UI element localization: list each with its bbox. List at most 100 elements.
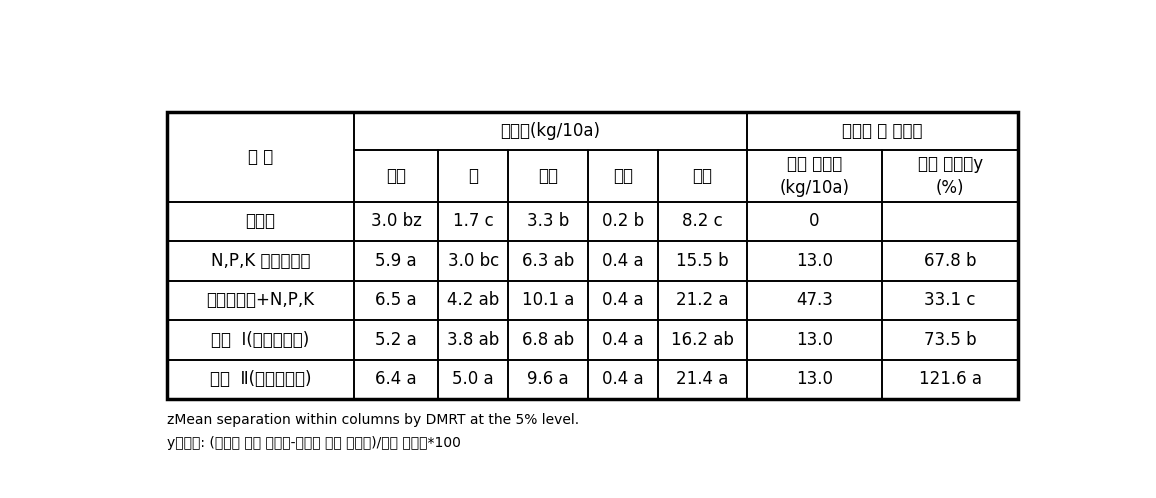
Bar — [354, 281, 438, 320]
Bar — [658, 360, 747, 399]
Text: 3.8 ab: 3.8 ab — [447, 331, 499, 349]
Text: 가축분퇴비+N,P,K: 가축분퇴비+N,P,K — [207, 291, 314, 309]
Text: 액비  Ⅱ(유기성액비): 액비 Ⅱ(유기성액비) — [209, 371, 311, 388]
Bar — [438, 202, 509, 241]
Text: 처 리: 처 리 — [247, 147, 273, 165]
Text: 액비  Ⅰ(무기성액비): 액비 Ⅰ(무기성액비) — [212, 331, 310, 349]
Bar — [354, 360, 438, 399]
Text: 3.0 bc: 3.0 bc — [447, 252, 499, 270]
Text: 잎: 잎 — [468, 167, 479, 185]
Text: zMean separation within columns by DMRT at the 5% level.: zMean separation within columns by DMRT … — [166, 413, 579, 427]
Bar — [747, 281, 882, 320]
Bar — [882, 281, 1018, 320]
Bar — [166, 360, 354, 399]
Text: 무비구: 무비구 — [245, 212, 275, 231]
Text: N,P,K 표준시비구: N,P,K 표준시비구 — [210, 252, 310, 270]
Text: 15.5 b: 15.5 b — [676, 252, 728, 270]
Text: 13.0: 13.0 — [796, 371, 833, 388]
Text: 5.9 a: 5.9 a — [376, 252, 417, 270]
Text: 33.1 c: 33.1 c — [925, 291, 976, 309]
Text: 5.0 a: 5.0 a — [452, 371, 494, 388]
Bar — [166, 241, 354, 281]
Bar — [882, 150, 1018, 202]
Bar — [882, 241, 1018, 281]
Bar — [882, 360, 1018, 399]
Bar — [438, 150, 509, 202]
Bar — [354, 241, 438, 281]
Bar — [509, 202, 587, 241]
Text: 0.4 a: 0.4 a — [602, 291, 644, 309]
Bar — [658, 320, 747, 360]
Text: 0: 0 — [809, 212, 820, 231]
Text: 6.5 a: 6.5 a — [376, 291, 417, 309]
Text: 0.4 a: 0.4 a — [602, 371, 644, 388]
Bar — [438, 360, 509, 399]
Bar — [587, 150, 658, 202]
Bar — [509, 150, 587, 202]
Bar — [747, 241, 882, 281]
Bar — [587, 320, 658, 360]
Bar — [354, 150, 438, 202]
Bar — [587, 281, 658, 320]
Text: 13.0: 13.0 — [796, 252, 833, 270]
Bar — [658, 150, 747, 202]
Text: 줄기: 줄기 — [538, 167, 558, 185]
Text: 3.0 bz: 3.0 bz — [371, 212, 422, 231]
Text: 칼륨 이용률y
(%): 칼륨 이용률y (%) — [918, 155, 983, 197]
Bar — [882, 202, 1018, 241]
Bar — [354, 320, 438, 360]
Bar — [354, 202, 438, 241]
Bar — [354, 112, 747, 150]
Text: 1.7 c: 1.7 c — [453, 212, 494, 231]
Bar — [747, 202, 882, 241]
Text: 5.2 a: 5.2 a — [376, 331, 417, 349]
Bar — [882, 320, 1018, 360]
Text: 0.2 b: 0.2 b — [602, 212, 644, 231]
Bar — [658, 241, 747, 281]
Bar — [747, 320, 882, 360]
Bar — [438, 241, 509, 281]
Bar — [509, 360, 587, 399]
Text: 21.4 a: 21.4 a — [676, 371, 728, 388]
Bar — [747, 112, 1018, 150]
Bar — [166, 320, 354, 360]
Text: 16.2 ab: 16.2 ab — [670, 331, 734, 349]
Text: 0.4 a: 0.4 a — [602, 252, 644, 270]
Bar — [747, 360, 882, 399]
Bar — [166, 281, 354, 320]
Text: 10.1 a: 10.1 a — [521, 291, 575, 309]
Text: 73.5 b: 73.5 b — [924, 331, 977, 349]
Text: 47.3: 47.3 — [796, 291, 833, 309]
Text: 6.4 a: 6.4 a — [376, 371, 417, 388]
Text: 8.2 c: 8.2 c — [682, 212, 722, 231]
Text: y이용률: (시비구 칼륨 흥수량-무비구 칼륨 흥수량)/칼륨 공급량*100: y이용률: (시비구 칼륨 흥수량-무비구 칼륨 흥수량)/칼륨 공급량*100 — [166, 436, 461, 450]
Bar — [587, 202, 658, 241]
Text: 6.3 ab: 6.3 ab — [521, 252, 575, 270]
Text: 9.6 a: 9.6 a — [527, 371, 569, 388]
Bar — [509, 241, 587, 281]
Bar — [509, 281, 587, 320]
Text: 3.3 b: 3.3 b — [527, 212, 569, 231]
Bar — [658, 202, 747, 241]
Text: 4.2 ab: 4.2 ab — [447, 291, 499, 309]
Bar — [658, 281, 747, 320]
Bar — [747, 150, 882, 202]
Text: 6.8 ab: 6.8 ab — [523, 331, 575, 349]
Text: 칼리 공급량
(kg/10a): 칼리 공급량 (kg/10a) — [779, 155, 850, 197]
Text: 열매: 열매 — [386, 167, 406, 185]
Bar — [166, 202, 354, 241]
Bar — [587, 241, 658, 281]
Bar — [587, 360, 658, 399]
Bar — [509, 320, 587, 360]
Bar — [166, 112, 1018, 399]
Bar — [438, 320, 509, 360]
Text: 합계: 합계 — [692, 167, 712, 185]
Bar — [166, 112, 354, 202]
Text: 21.2 a: 21.2 a — [676, 291, 728, 309]
Text: 0.4 a: 0.4 a — [602, 331, 644, 349]
Text: 121.6 a: 121.6 a — [919, 371, 981, 388]
Text: 흥수량(kg/10a): 흥수량(kg/10a) — [501, 122, 600, 140]
Text: 공급량 및 이용률: 공급량 및 이용률 — [842, 122, 922, 140]
Bar — [438, 281, 509, 320]
Text: 13.0: 13.0 — [796, 331, 833, 349]
